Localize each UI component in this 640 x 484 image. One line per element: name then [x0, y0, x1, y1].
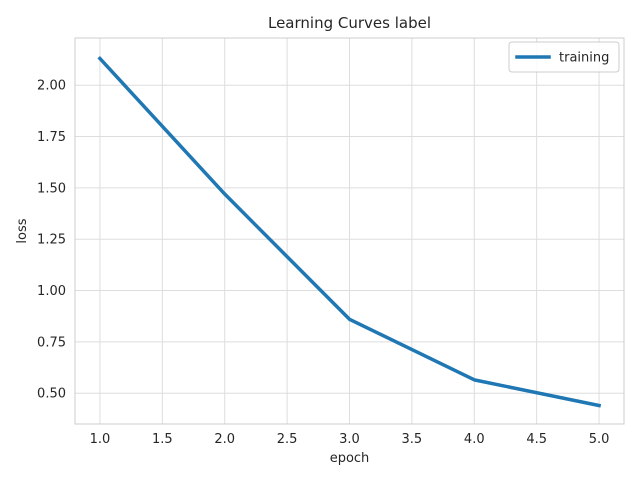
plot-border: [74, 37, 625, 425]
plot-frame: [74, 37, 625, 425]
x-tick-label: 3.0: [339, 432, 360, 447]
y-tick-label: 0.50: [37, 387, 66, 402]
series-line-training: [97, 56, 602, 408]
x-tick-label: 2.0: [214, 432, 235, 447]
legend-label-training: training: [559, 51, 609, 66]
y-tick-label: 2.00: [37, 79, 66, 94]
x-tick-label: 4.0: [464, 432, 485, 447]
legend: training: [508, 41, 620, 73]
x-tick-label: 1.5: [152, 432, 173, 447]
series-layer: [97, 56, 602, 408]
y-tick-label: 1.25: [37, 233, 66, 248]
legend-box: [508, 41, 620, 73]
x-tick-label: 2.5: [277, 432, 298, 447]
y-tick-label: 1.50: [37, 181, 66, 196]
y-tick-label: 0.75: [37, 335, 66, 350]
y-tick-label: 1.00: [37, 284, 66, 299]
x-tick-label: 1.0: [90, 432, 111, 447]
y-axis-label: loss: [15, 218, 30, 243]
y-tick-label: 1.75: [37, 130, 66, 145]
y-tick-labels: 0.50 0.75 1.00 1.25 1.50 1.75 2.00: [37, 79, 66, 402]
x-tick-labels: 1.0 1.5 2.0 2.5 3.0 3.5 4.0 4.5 5.0: [90, 432, 610, 447]
x-axis-label: epoch: [330, 451, 370, 466]
chart-title: Learning Curves label: [268, 14, 431, 32]
x-tick-label: 3.5: [402, 432, 423, 447]
x-tick-label: 4.5: [526, 432, 547, 447]
x-tick-label: 5.0: [589, 432, 610, 447]
